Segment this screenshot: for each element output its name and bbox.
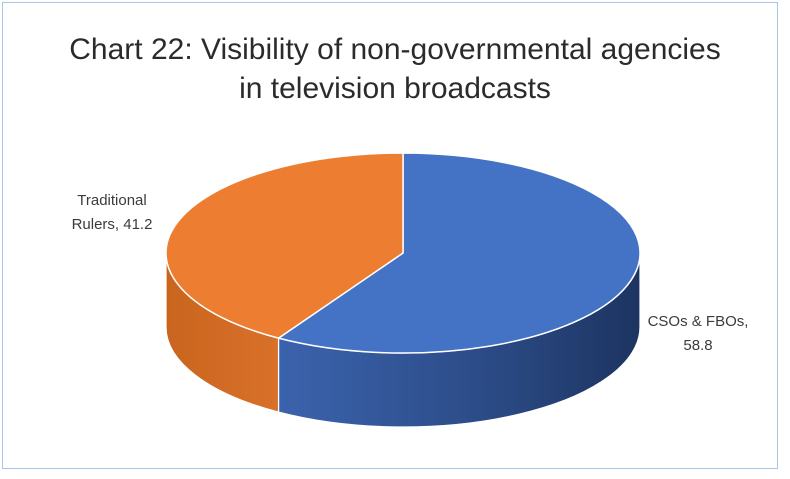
chart-title: Chart 22: Visibility of non-governmental…: [0, 30, 790, 108]
data-label-traditional-rulers-line-2: Rulers, 41.2: [72, 216, 153, 233]
pie-top-faces: [165, 152, 641, 354]
data-label-csos-fbos-line-2: 58.8: [683, 337, 712, 354]
chart-title-line-2: in television broadcasts: [239, 72, 551, 105]
data-label-csos-fbos-line-1: CSOs & FBOs,: [648, 313, 749, 330]
pie-data-labels: Traditional Rulers, 41.2 CSOs & FBOs, 58…: [72, 192, 749, 354]
pie-slice-traditional-rulers: [165, 152, 404, 339]
data-label-traditional-rulers-line-1: Traditional: [77, 192, 146, 209]
pie-slice-csos-fbos: [277, 152, 641, 354]
chart-title-line-1: Chart 22: Visibility of non-governmental…: [69, 33, 721, 66]
